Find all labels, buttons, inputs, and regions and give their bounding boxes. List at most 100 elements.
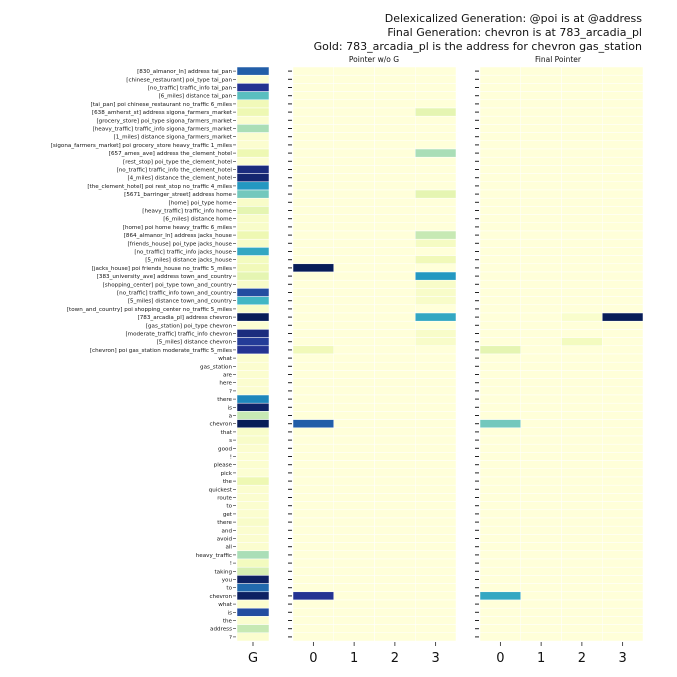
heatmap-cell: [374, 222, 416, 232]
heatmap-cell: [561, 632, 603, 642]
row-label: s: [229, 438, 232, 444]
heatmap-cell: [236, 370, 270, 379]
heatmap-cell: [602, 361, 644, 371]
heatmap-cell: [561, 370, 603, 379]
heatmap-cell: [415, 115, 457, 125]
heatmap-cell: [236, 337, 270, 347]
heatmap-cell: [479, 353, 521, 363]
heatmap-cell: [479, 411, 521, 420]
heatmap-cell: [561, 148, 603, 158]
heatmap-cell: [520, 509, 562, 519]
heatmap-cell: [561, 402, 603, 412]
heatmap-cell: [479, 181, 521, 191]
heatmap-cell: [333, 484, 375, 494]
heatmap-cell: [520, 575, 562, 584]
heatmap-cell: [602, 115, 644, 125]
heatmap-cell: [292, 238, 334, 248]
heatmap-cell: [292, 542, 334, 552]
heatmap-cell: [236, 419, 270, 429]
heatmap-cell: [236, 558, 270, 568]
heatmap-cell: [479, 165, 521, 174]
heatmap-cell: [374, 411, 416, 420]
row-label: [heavy_traffic] traffic_info home: [142, 209, 232, 215]
heatmap-cell: [236, 411, 270, 420]
heatmap-cell: [479, 238, 521, 248]
heatmap-cell: [520, 206, 562, 215]
heatmap-cell: [292, 156, 334, 166]
row-label: chevron: [209, 422, 232, 428]
heatmap-cell: [479, 427, 521, 437]
heatmap-cell: [520, 132, 562, 142]
heatmap-cell: [333, 583, 375, 593]
heatmap-cell: [561, 214, 603, 224]
heatmap-cell: [236, 271, 270, 281]
header-line-2: Final Generation: chevron is at 783_arca…: [387, 26, 642, 39]
row-label: get: [223, 512, 233, 518]
heatmap-cell: [479, 255, 521, 265]
heatmap-cell: [236, 386, 270, 396]
heatmap-cell: [333, 230, 375, 240]
heatmap-cell: [236, 378, 270, 388]
heatmap-cell: [561, 616, 603, 625]
heatmap-cell: [602, 222, 644, 232]
heatmap-cell: [374, 517, 416, 527]
heatmap-cell: [236, 443, 270, 453]
heatmap-cell: [374, 271, 416, 281]
row-labels: [830_almanor_ln] address tai_pan [chinese…: [51, 69, 236, 641]
heatmap-cell: [520, 624, 562, 634]
row-label: [home] poi home heavy_traffic 6_miles: [123, 225, 232, 231]
heatmap-cell: [520, 279, 562, 289]
heatmap-cell: [236, 550, 270, 560]
heatmap-cell: [561, 607, 603, 617]
heatmap-cell: [333, 419, 375, 429]
heatmap-cell: [292, 66, 334, 76]
heatmap-cell: [602, 271, 644, 281]
col-tick-label: 3: [431, 651, 439, 666]
heatmap-cell: [561, 484, 603, 494]
heatmap-cell: [236, 312, 270, 322]
heatmap-cell: [602, 386, 644, 396]
heatmap-cell: [333, 443, 375, 453]
heatmap-cell: [602, 197, 644, 207]
heatmap-cell: [292, 501, 334, 511]
heatmap-cell: [561, 386, 603, 396]
heatmap-cell: [520, 378, 562, 388]
heatmap-cell: [602, 337, 644, 347]
heatmap-cell: [292, 624, 334, 634]
row-label: are: [223, 373, 233, 379]
heatmap-cell: [333, 238, 375, 248]
heatmap-cell: [292, 607, 334, 617]
row-label: [rest_stop] poi_type the_clement_hotel: [123, 159, 232, 165]
heatmap-cell: [292, 517, 334, 527]
heatmap-cell: [236, 255, 270, 265]
heatmap-cell: [415, 247, 457, 256]
heatmap-cell: [333, 83, 375, 92]
heatmap-cell: [479, 591, 521, 601]
heatmap-cell: [602, 534, 644, 543]
heatmap-cell: [520, 435, 562, 445]
heatmap-cell: [374, 550, 416, 560]
heatmap-cell: [374, 99, 416, 109]
heatmap-cell: [479, 296, 521, 306]
heatmap-cell: [479, 148, 521, 158]
heatmap-cell: [333, 181, 375, 191]
heatmap-cell: [374, 197, 416, 207]
heatmap-cell: [415, 107, 457, 117]
row-label: !: [230, 455, 232, 461]
heatmap-cell: [415, 156, 457, 166]
heatmap-cell: [292, 288, 334, 297]
heatmap-cell: [292, 132, 334, 142]
heatmap-cell: [520, 329, 562, 338]
heatmap-cell: [415, 255, 457, 265]
heatmap-cell: [333, 411, 375, 420]
heatmap-cell: [374, 83, 416, 92]
heatmap-cell: [236, 599, 270, 609]
heatmap-cell: [415, 206, 457, 215]
heatmap-cell: [292, 378, 334, 388]
heatmap-cell: [292, 452, 334, 461]
heatmap-cell: [415, 197, 457, 207]
heatmap-cell: [374, 66, 416, 76]
row-label: chevron: [209, 594, 232, 600]
heatmap-cell: [520, 83, 562, 92]
heatmap-cell: [479, 435, 521, 445]
